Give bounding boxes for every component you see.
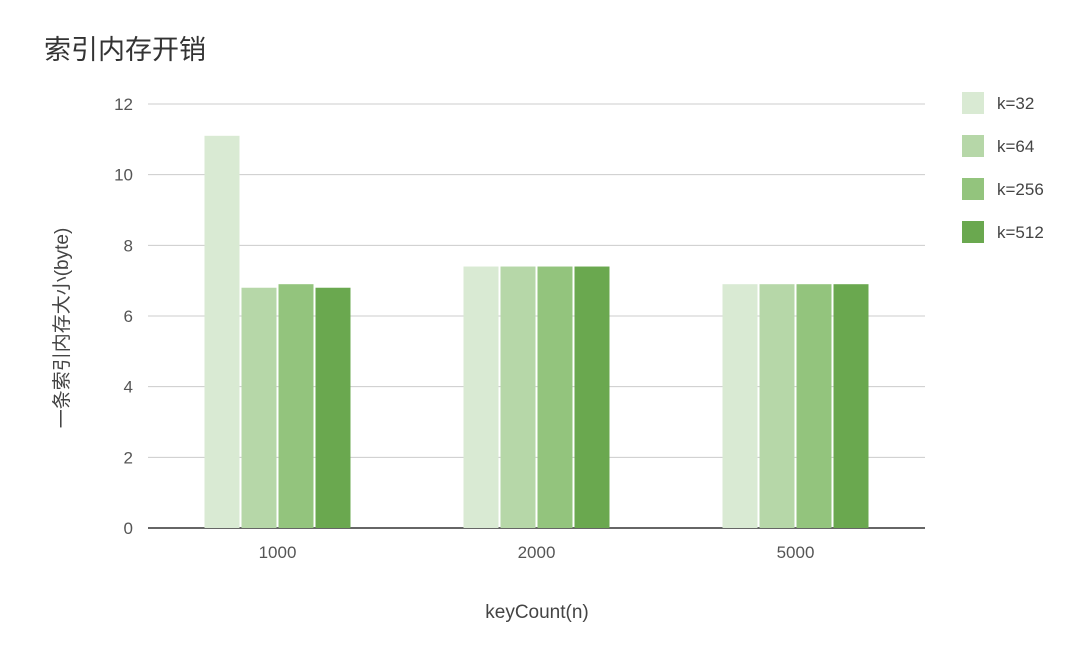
x-tick-label: 1000 — [259, 543, 297, 562]
x-axis-label: keyCount(n) — [485, 602, 589, 623]
legend-swatch — [962, 221, 984, 243]
bar-k=32-2000 — [463, 266, 499, 528]
x-tick-labels: 1000 2000 5000 — [259, 543, 815, 562]
bar-k=64-1000 — [241, 287, 277, 528]
legend-label: k=256 — [997, 180, 1044, 199]
legend-swatch — [962, 135, 984, 157]
bar-k=512-2000 — [574, 266, 610, 528]
bar-k=512-5000 — [833, 284, 869, 528]
legend-label: k=64 — [997, 137, 1034, 156]
legend-swatch — [962, 178, 984, 200]
y-tick-label: 8 — [124, 236, 133, 255]
y-tick-label: 12 — [114, 95, 133, 114]
bar-k=256-2000 — [537, 266, 573, 528]
y-tick-label: 0 — [124, 519, 133, 538]
y-tick-labels: 0 2 4 6 8 10 12 — [114, 95, 133, 538]
bar-k=64-5000 — [759, 284, 795, 528]
x-tick-label: 5000 — [777, 543, 815, 562]
legend-label: k=32 — [997, 94, 1034, 113]
legend-label: k=512 — [997, 223, 1044, 242]
bars — [204, 135, 869, 529]
y-tick-label: 10 — [114, 166, 133, 185]
y-tick-label: 4 — [124, 378, 133, 397]
legend-swatch — [962, 92, 984, 114]
gridlines — [148, 103, 925, 529]
bar-k=32-5000 — [722, 284, 758, 528]
bar-k=256-1000 — [278, 284, 314, 528]
y-axis-label: 一条索引内存大小(byte) — [51, 228, 73, 429]
bar-k=64-2000 — [500, 266, 536, 528]
y-tick-label: 6 — [124, 307, 133, 326]
legend: k=32 k=64 k=256 k=512 — [962, 92, 1044, 243]
bar-k=32-1000 — [204, 135, 240, 529]
x-tick-label: 2000 — [518, 543, 556, 562]
bar-k=512-1000 — [315, 287, 351, 528]
y-tick-label: 2 — [124, 448, 133, 467]
bar-k=256-5000 — [796, 284, 832, 528]
chart-title: 索引内存开销 — [44, 35, 206, 65]
